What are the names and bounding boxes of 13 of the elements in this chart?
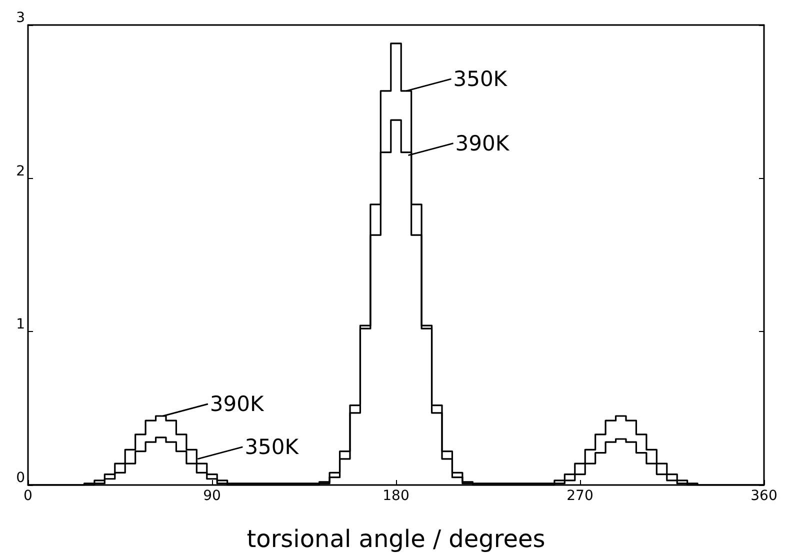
y-tick-label: 1 bbox=[16, 316, 25, 333]
y-tick-label: 3 bbox=[16, 10, 25, 26]
y-tick-label: 0 bbox=[16, 470, 25, 486]
x-tick-label: 180 bbox=[382, 488, 410, 504]
annotation: 350K bbox=[453, 66, 508, 91]
annotation: 350K bbox=[244, 434, 300, 459]
x-tick-label: 90 bbox=[203, 488, 221, 504]
y-tick-label: 2 bbox=[16, 163, 25, 180]
annotation: 390K bbox=[455, 131, 510, 156]
annotation: 390K bbox=[210, 392, 266, 416]
x-tick-label: 360 bbox=[750, 488, 778, 504]
x-axis-title: torsional angle / degrees bbox=[246, 525, 546, 553]
x-tick-label: 270 bbox=[566, 488, 594, 504]
